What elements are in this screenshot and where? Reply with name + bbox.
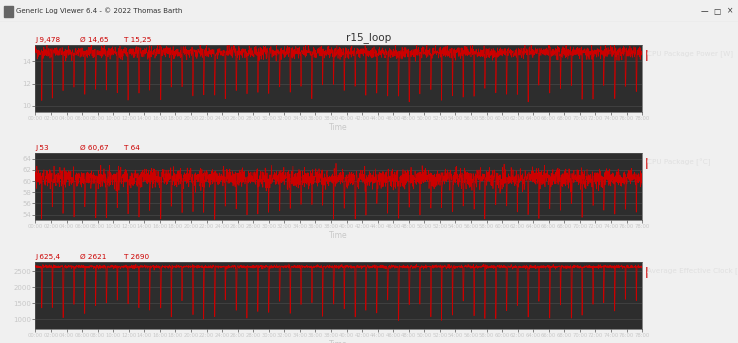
Text: □: □ xyxy=(714,7,721,16)
Text: r15_loop: r15_loop xyxy=(346,33,392,44)
Bar xyxy=(4,5,13,17)
Text: CPU Package Power [W]: CPU Package Power [W] xyxy=(647,50,734,57)
Text: —: — xyxy=(701,7,708,16)
Text: J 625,4: J 625,4 xyxy=(35,254,61,260)
Text: ×: × xyxy=(727,7,733,16)
Text: T 64: T 64 xyxy=(124,145,140,151)
Text: Ø 14,65: Ø 14,65 xyxy=(80,37,108,43)
Text: Generic Log Viewer 6.4 - © 2022 Thomas Barth: Generic Log Viewer 6.4 - © 2022 Thomas B… xyxy=(16,8,182,14)
X-axis label: Time: Time xyxy=(329,123,348,132)
X-axis label: Time: Time xyxy=(329,340,348,343)
Text: J 53: J 53 xyxy=(35,145,49,151)
X-axis label: Time: Time xyxy=(329,231,348,240)
Text: CPU Package [°C]: CPU Package [°C] xyxy=(647,158,711,166)
Text: Average Effective Clock [MHz]: Average Effective Clock [MHz] xyxy=(647,267,738,274)
Text: |: | xyxy=(644,50,648,61)
Text: |: | xyxy=(644,158,648,169)
Text: J 9,478: J 9,478 xyxy=(35,37,61,43)
Text: Ø 60,67: Ø 60,67 xyxy=(80,145,108,151)
Text: T 2690: T 2690 xyxy=(124,254,149,260)
Text: T 15,25: T 15,25 xyxy=(124,37,151,43)
Text: Ø 2621: Ø 2621 xyxy=(80,254,106,260)
Text: |: | xyxy=(644,267,648,278)
